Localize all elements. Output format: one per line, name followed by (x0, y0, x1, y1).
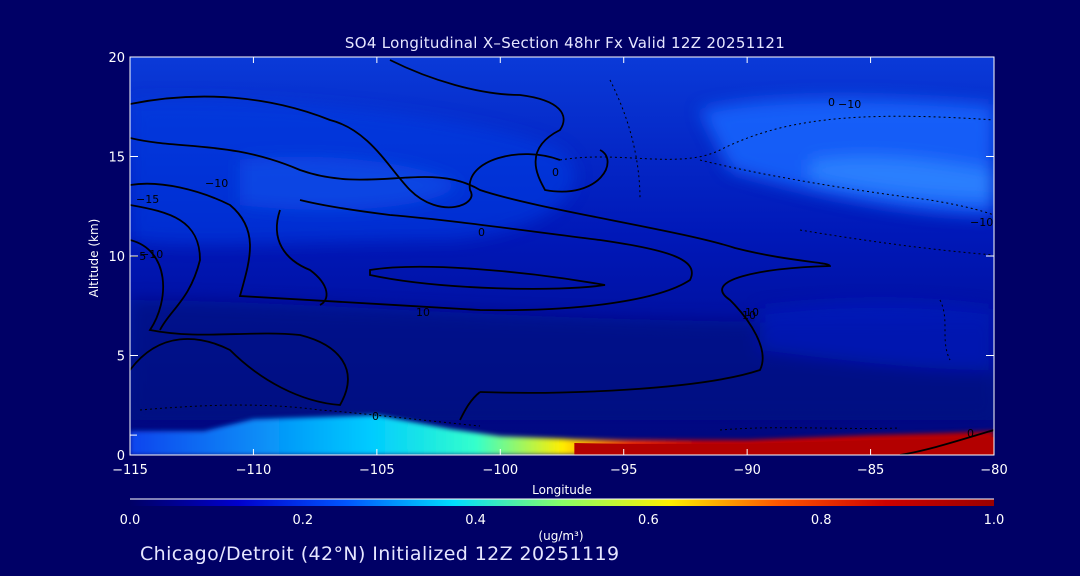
contour-label: 10 (742, 309, 756, 322)
contour-line (369, 265, 606, 290)
contour-label: −5 (130, 250, 146, 263)
y-tick-label: 15 (108, 151, 125, 166)
y-tick-label: 5 (117, 350, 125, 365)
contour-label: 10 (416, 306, 430, 319)
contour-label: −15 (136, 193, 159, 206)
colorbar-label: (ug/m³) (538, 529, 583, 543)
x-axis-label: Longitude (532, 483, 592, 497)
colorbar-tick-label: 1.0 (984, 513, 1005, 528)
contours-solid (130, 59, 994, 455)
y-axis-label: Altitude (km) (87, 219, 101, 298)
colorbar-tick-label: 0.0 (120, 513, 141, 528)
contour-line (699, 159, 994, 216)
contour-line (130, 182, 693, 312)
contour-label: 0 (967, 427, 974, 440)
chart-title: SO4 Longitudinal X–Section 48hr Fx Valid… (344, 34, 786, 52)
contour-line (130, 95, 561, 209)
contour-label: −10 (970, 216, 993, 229)
y-tick-label: 10 (108, 250, 125, 265)
y-tick-label: 0 (117, 449, 125, 464)
contour-label: 0 (478, 226, 485, 239)
contour-line (130, 137, 831, 394)
contour-line (275, 209, 328, 306)
colorbar (130, 499, 994, 506)
y-tick-label: 20 (108, 51, 125, 66)
x-tick-label: −95 (610, 463, 637, 478)
x-tick-label: −110 (236, 463, 272, 478)
x-tick-label: −100 (482, 463, 518, 478)
footer-caption: Chicago/Detroit (42°N) Initialized 12Z 2… (140, 543, 620, 565)
colorbar-ticks: 0.0 0.2 0.4 0.6 0.8 1.0 (120, 513, 1005, 528)
contour-line (719, 427, 901, 431)
contour-line (899, 429, 994, 455)
contour-label: −10 (838, 98, 861, 111)
contour-line (139, 404, 481, 427)
colorbar-tick-label: 0.6 (638, 513, 659, 528)
contours-dashed (139, 79, 994, 431)
surface-so4-core (574, 437, 994, 455)
colorbar-tick-label: 0.4 (465, 513, 486, 528)
contour-label: 0 (552, 166, 559, 179)
colorbar-tick-label: 0.8 (811, 513, 832, 528)
contour-line (130, 239, 349, 406)
contour-line (389, 59, 609, 193)
contour-label: 0 (372, 410, 379, 423)
contour-label: −10 (140, 248, 163, 261)
x-tick-label: −90 (733, 463, 760, 478)
contour-line (459, 391, 481, 421)
contour-line (939, 299, 951, 361)
contour-label: 10 (745, 306, 759, 319)
contour-line (799, 229, 994, 256)
colorbar-tick-label: 0.2 (292, 513, 313, 528)
x-tick-label: −115 (112, 463, 148, 478)
contour-label: −10 (205, 177, 228, 190)
x-tick-label: −105 (359, 463, 395, 478)
x-tick-label: −80 (980, 463, 1007, 478)
contour-line (130, 204, 201, 331)
contour-label: 0 (828, 96, 835, 109)
x-tick-label: −85 (857, 463, 884, 478)
contour-line (609, 79, 641, 201)
